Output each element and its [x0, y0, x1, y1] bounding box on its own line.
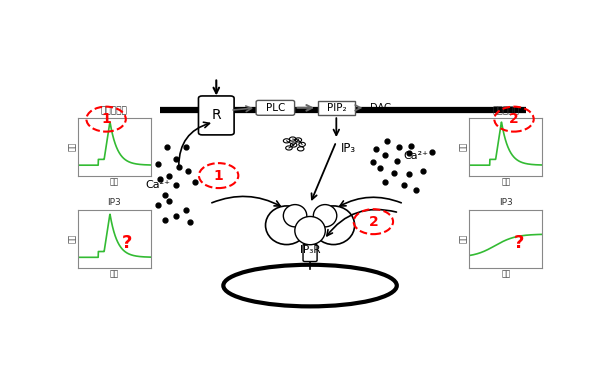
Text: Ca²⁺: Ca²⁺ — [404, 151, 429, 161]
Text: IP₃: IP₃ — [341, 142, 356, 155]
Text: 1: 1 — [214, 169, 223, 183]
Text: PIP₂: PIP₂ — [327, 103, 346, 113]
Text: R: R — [212, 108, 221, 122]
Ellipse shape — [313, 205, 337, 227]
Text: IP3: IP3 — [499, 198, 512, 207]
Text: IP₃R: IP₃R — [300, 245, 320, 255]
Text: DAG: DAG — [370, 103, 391, 113]
FancyBboxPatch shape — [318, 101, 355, 115]
Text: 1: 1 — [101, 112, 111, 126]
Ellipse shape — [223, 265, 397, 306]
Text: 2: 2 — [368, 215, 378, 229]
Text: 2: 2 — [509, 112, 519, 126]
Ellipse shape — [266, 206, 308, 245]
Text: IP3: IP3 — [108, 198, 121, 207]
Text: カルシウム: カルシウム — [492, 106, 519, 115]
Ellipse shape — [295, 217, 325, 245]
Text: Ca²⁺: Ca²⁺ — [146, 179, 171, 190]
FancyBboxPatch shape — [303, 244, 317, 261]
Text: PLC: PLC — [266, 103, 285, 113]
FancyBboxPatch shape — [256, 100, 295, 115]
FancyBboxPatch shape — [198, 96, 234, 135]
Ellipse shape — [283, 205, 307, 227]
Ellipse shape — [312, 206, 355, 245]
Text: カルシウム: カルシウム — [101, 106, 128, 115]
